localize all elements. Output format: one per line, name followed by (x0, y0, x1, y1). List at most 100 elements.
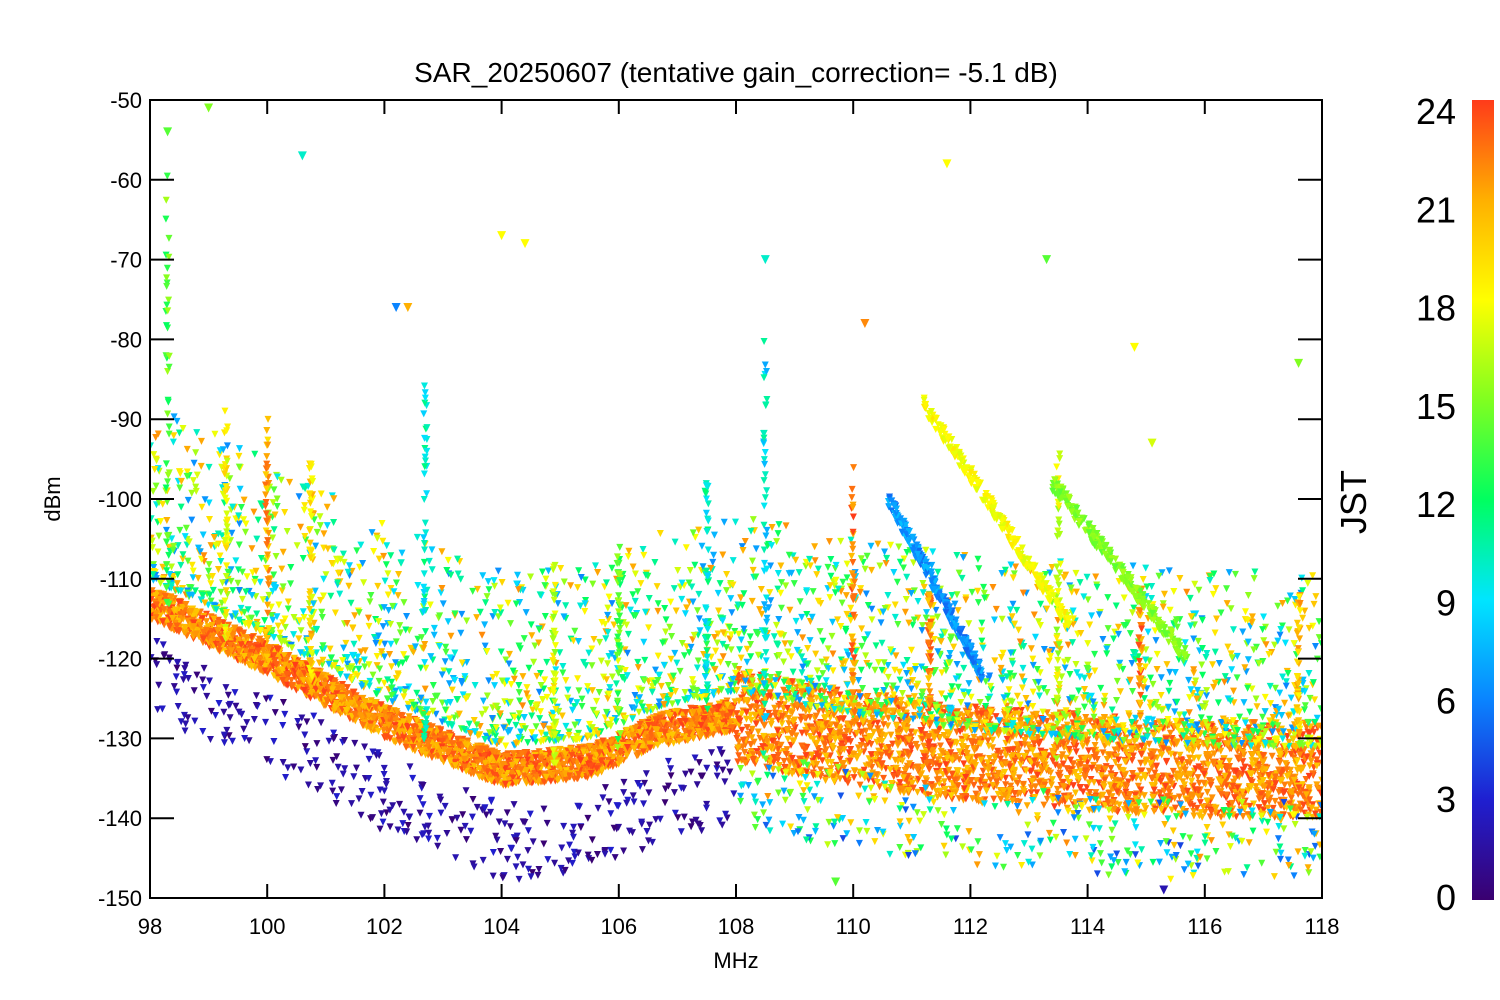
data-point (1053, 785, 1061, 793)
data-point (1049, 757, 1057, 765)
data-point (1196, 799, 1204, 807)
data-point (1316, 749, 1322, 757)
data-point (1090, 778, 1098, 786)
data-point (1307, 757, 1315, 765)
chart-title: SAR_20250607 (tentative gain_correction=… (414, 57, 1058, 88)
data-point (1017, 732, 1025, 740)
data-point (760, 722, 768, 730)
data-point (1085, 747, 1093, 755)
data-point (792, 732, 800, 740)
data-point (1269, 804, 1277, 812)
data-point (1150, 807, 1158, 815)
data-point (623, 752, 631, 760)
data-point (428, 754, 436, 762)
data-point (1115, 801, 1123, 809)
scatter-points (150, 103, 1322, 895)
data-point (1285, 738, 1293, 746)
data-point (889, 740, 897, 748)
data-point (1186, 759, 1194, 767)
data-point (1271, 797, 1279, 805)
data-point (754, 728, 762, 736)
data-point (1103, 755, 1111, 763)
data-point (970, 781, 978, 789)
data-point (972, 777, 980, 785)
data-point (1312, 806, 1320, 814)
data-point (983, 787, 991, 795)
data-point (1207, 782, 1215, 790)
data-point (1079, 788, 1087, 796)
data-point (594, 770, 602, 778)
data-point (970, 733, 978, 741)
data-point (997, 773, 1005, 781)
data-point (1107, 764, 1115, 772)
data-point (997, 755, 1005, 763)
data-point (1043, 795, 1051, 803)
data-point (1276, 759, 1284, 767)
data-point (1203, 751, 1211, 759)
data-point (818, 757, 826, 765)
data-point (895, 750, 903, 758)
data-point (1124, 809, 1132, 817)
data-point (815, 735, 823, 743)
data-point (887, 731, 895, 739)
data-point (876, 737, 884, 745)
data-point (1015, 747, 1023, 755)
data-point (1027, 789, 1035, 797)
data-point (1204, 744, 1212, 752)
data-point (1043, 717, 1051, 725)
data-point (959, 743, 967, 751)
data-point (1027, 767, 1035, 775)
data-point (1099, 791, 1107, 799)
data-point (203, 610, 211, 618)
data-point (1128, 756, 1136, 764)
data-point (1072, 748, 1080, 756)
data-point (920, 721, 928, 729)
data-point (1077, 767, 1085, 775)
data-point (734, 758, 742, 766)
data-point (1190, 807, 1198, 815)
data-point (1249, 751, 1257, 759)
data-point (970, 744, 978, 752)
data-point (1190, 812, 1198, 820)
data-point (820, 688, 828, 696)
data-point (1069, 782, 1077, 790)
data-point (930, 754, 938, 762)
data-point (1195, 763, 1203, 771)
data-point (813, 694, 821, 702)
data-point (797, 716, 805, 724)
data-point (1225, 803, 1233, 811)
data-point (1317, 789, 1322, 797)
data-point (769, 765, 777, 773)
data-point (735, 665, 743, 673)
data-point (997, 796, 1005, 804)
data-point (936, 742, 944, 750)
data-point (1002, 739, 1010, 747)
data-point (984, 772, 992, 780)
data-point (1189, 802, 1197, 810)
data-point (1013, 741, 1021, 749)
data-point (774, 756, 782, 764)
data-point (956, 748, 964, 756)
data-point (1250, 800, 1258, 808)
data-point (1197, 809, 1205, 817)
data-point (975, 736, 983, 744)
data-point (1002, 752, 1010, 760)
data-point (1079, 742, 1087, 750)
data-point (777, 741, 785, 749)
data-point (830, 777, 838, 785)
data-point (1050, 803, 1058, 811)
data-point (1063, 721, 1071, 729)
data-point (1033, 753, 1041, 761)
data-point (914, 788, 922, 796)
data-point (1007, 782, 1015, 790)
data-point (1260, 806, 1268, 814)
data-point (766, 678, 774, 686)
data-point (945, 775, 953, 783)
data-point (753, 699, 761, 707)
data-point (1029, 747, 1037, 755)
data-point (850, 774, 858, 782)
data-point (1115, 746, 1123, 754)
data-point (798, 729, 806, 737)
data-point (1076, 784, 1084, 792)
